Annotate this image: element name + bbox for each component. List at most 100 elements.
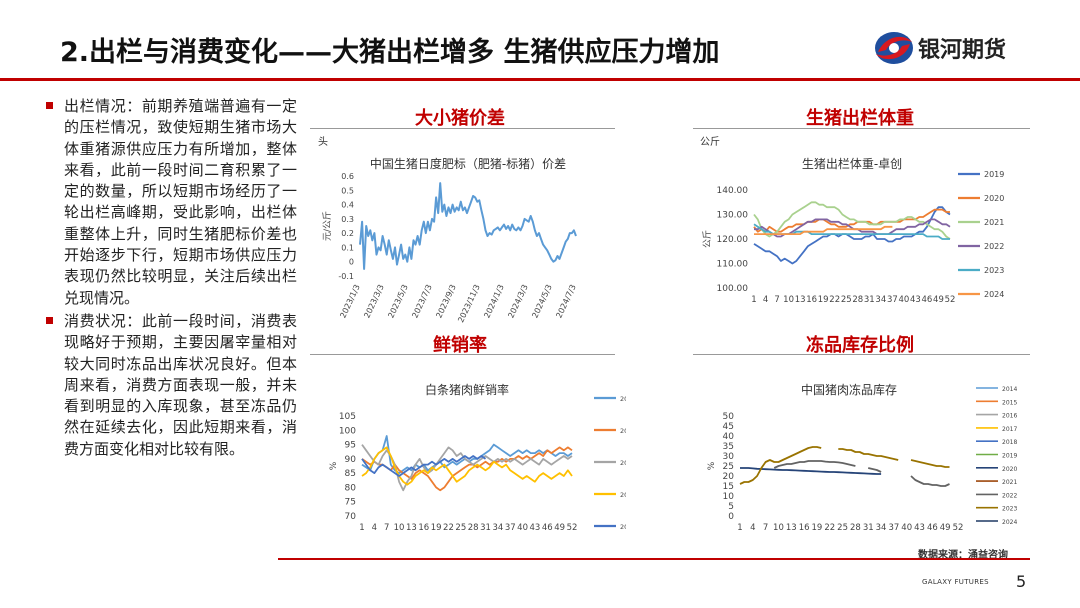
y-tick-label: 20 xyxy=(723,472,735,482)
x-tick-label: 13 xyxy=(795,295,806,305)
series-line-main xyxy=(359,182,577,270)
y-axis-label: % xyxy=(707,461,717,470)
y-tick-label: 100.00 xyxy=(717,284,749,294)
legend-label: 2016 xyxy=(1002,413,1017,420)
x-tick-label: 16 xyxy=(418,523,429,533)
galaxy-futures-logo: 银河期货 xyxy=(872,28,1032,68)
footer-divider xyxy=(278,558,1030,560)
footer-company: GALAXY FUTURES xyxy=(922,578,989,586)
y-tick-label: 0 xyxy=(728,512,734,522)
legend-label: 2022 xyxy=(984,242,1004,251)
x-tick-label: 37 xyxy=(888,523,899,533)
x-tick-label: 1 xyxy=(737,523,742,533)
x-tick-label: 46 xyxy=(922,295,933,305)
x-tick-label: 49 xyxy=(554,523,565,533)
x-tick-label: 49 xyxy=(933,295,944,305)
y-tick-label: 0.6 xyxy=(341,172,354,181)
y-tick-label: 80 xyxy=(345,483,357,493)
x-tick-label: 22 xyxy=(443,523,454,533)
series-line-2020 xyxy=(753,208,950,233)
y-tick-label: 70 xyxy=(345,512,357,522)
y-tick-label: 140.00 xyxy=(717,186,749,196)
x-tick-label: 28 xyxy=(468,523,479,533)
legend-label: 2024 xyxy=(1002,519,1017,526)
x-tick-label: 31 xyxy=(864,295,875,305)
x-tick-label: 31 xyxy=(480,523,491,533)
bullet-text: 出栏情况：前期养殖端普遍有一定的压栏情况，致使短期生猪市场大体重猪源供应压力有所… xyxy=(64,97,297,307)
x-tick-label: 28 xyxy=(850,523,861,533)
y-tick-label: 0.3 xyxy=(341,215,354,224)
legend-label: 2022 xyxy=(1002,492,1017,499)
section-divider xyxy=(693,128,1030,129)
y-axis-label: 公斤 xyxy=(702,230,713,248)
logo-text: 银河期货 xyxy=(918,38,1007,63)
series-line-2023 xyxy=(739,446,950,485)
y-tick-label: 75 xyxy=(345,498,356,508)
section-title-slaughter-weight: 生猪出栏体重 xyxy=(806,108,914,129)
x-tick-label: 37 xyxy=(887,295,898,305)
data-source-note: 数据来源：涌益咨询 xyxy=(918,550,1008,561)
y-tick-label: 0.4 xyxy=(341,201,354,210)
legend-label: 2021 xyxy=(984,218,1004,227)
legend-label: 2022 xyxy=(620,459,626,467)
x-tick-label: 19 xyxy=(818,295,829,305)
y-tick-label: 105 xyxy=(339,412,356,422)
legend-label: 2020 xyxy=(620,395,626,403)
x-tick-label: 10 xyxy=(783,295,794,305)
legend-label: 2024 xyxy=(984,290,1004,299)
galaxy-swirl-icon xyxy=(875,32,913,64)
x-tick-label: 2023/5/3 xyxy=(386,283,409,319)
x-tick-label: 43 xyxy=(910,295,921,305)
bullet-item: 消费状况：此前一段时间，消费表现略好于预期，主要因屠宰量相对较大同时冻品出库状况… xyxy=(42,311,297,460)
x-tick-label: 52 xyxy=(567,523,578,533)
y-tick-label: 0.1 xyxy=(341,243,354,252)
x-tick-label: 40 xyxy=(901,523,912,533)
series-line-2021 xyxy=(753,201,951,240)
y-tick-label: 85 xyxy=(345,469,356,479)
series-line-2024 xyxy=(754,225,893,235)
bullet-text: 消费状况：此前一段时间，消费表现略好于预期，主要因屠宰量相对较大同时冻品出库状况… xyxy=(64,311,297,458)
legend-label: 2023 xyxy=(1002,506,1017,513)
x-tick-label: 16 xyxy=(806,295,817,305)
x-tick-label: 19 xyxy=(431,523,442,533)
legend-label: 2014 xyxy=(1002,386,1017,393)
chart-title: 生猪出栏体重-卓创 xyxy=(802,156,902,171)
legend-label: 2020 xyxy=(1002,466,1017,473)
x-tick-label: 2023/7/3 xyxy=(410,283,433,319)
legend-label: 2019 xyxy=(984,170,1004,179)
x-tick-label: 43 xyxy=(530,523,541,533)
x-tick-label: 16 xyxy=(799,523,810,533)
y-tick-label: 40 xyxy=(723,432,735,442)
x-tick-label: 7 xyxy=(384,523,389,533)
x-tick-label: 10 xyxy=(394,523,405,533)
x-tick-label: 25 xyxy=(455,523,466,533)
x-tick-label: 46 xyxy=(542,523,553,533)
x-tick-label: 25 xyxy=(841,295,852,305)
y-tick-label: 0 xyxy=(349,258,354,267)
x-tick-label: 40 xyxy=(517,523,528,533)
x-tick-label: 34 xyxy=(876,523,887,533)
x-tick-label: 4 xyxy=(372,523,377,533)
x-tick-label: 1 xyxy=(751,295,756,305)
unit-label-kg: 公斤 xyxy=(700,137,720,148)
series-line-2022 xyxy=(773,460,950,487)
unit-label-head: 头 xyxy=(318,137,328,148)
x-tick-label: 28 xyxy=(852,295,863,305)
x-tick-label: 2023/11/3 xyxy=(456,283,481,324)
series-line-2024 xyxy=(361,455,487,477)
x-tick-label: 7 xyxy=(763,523,768,533)
y-tick-label: 5 xyxy=(728,502,734,512)
x-tick-label: 25 xyxy=(837,523,848,533)
y-tick-label: 25 xyxy=(723,462,734,472)
x-tick-label: 52 xyxy=(953,523,964,533)
x-tick-label: 19 xyxy=(812,523,823,533)
legend-label: 2018 xyxy=(1002,439,1017,446)
series-line-2019 xyxy=(753,206,951,265)
y-tick-label: 130.00 xyxy=(717,211,749,221)
x-tick-label: 13 xyxy=(406,523,417,533)
section-title-price-spread: 大小猪价差 xyxy=(415,108,505,129)
y-tick-label: 50 xyxy=(723,412,735,422)
legend-label: 2019 xyxy=(1002,453,1017,460)
